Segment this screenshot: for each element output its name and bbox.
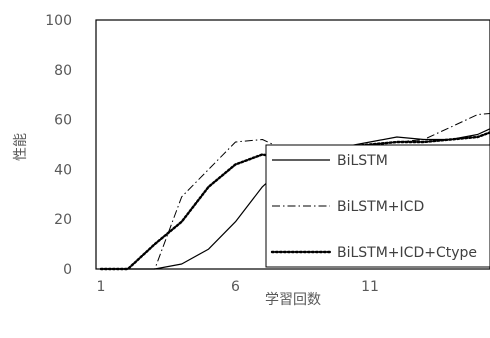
- x-axis-title: 学習回数: [265, 292, 321, 308]
- y-tick-label: 60: [54, 113, 72, 129]
- plot-frame: [95, 19, 490, 270]
- y-axis-title: 性能: [13, 133, 29, 161]
- y-tick-label: 20: [54, 212, 72, 228]
- series-line-1: [101, 128, 490, 270]
- x-tick-label: 11: [361, 279, 379, 295]
- x-tick-label: 1: [97, 279, 106, 295]
- y-tick-label: 40: [54, 162, 72, 178]
- legend-label: BiLSTM: [337, 153, 388, 169]
- legend: BiLSTM BiLSTM+ICD BiLSTM+ICD+Ctype: [265, 144, 490, 268]
- y-tick-label: 0: [63, 262, 72, 278]
- legend-label: BiLSTM+ICD: [337, 199, 424, 215]
- y-axis-ticks: 0 20 40 60 80 100: [45, 13, 72, 278]
- y-tick-label: 80: [54, 63, 72, 79]
- x-axis-ticks: 1611162126: [97, 279, 379, 295]
- legend-label: BiLSTM+ICD+Ctype: [337, 245, 477, 261]
- series-line-3: [99, 131, 490, 271]
- series-lines: [99, 112, 490, 271]
- y-tick-label: 100: [45, 13, 72, 29]
- x-tick-label: 6: [231, 279, 240, 295]
